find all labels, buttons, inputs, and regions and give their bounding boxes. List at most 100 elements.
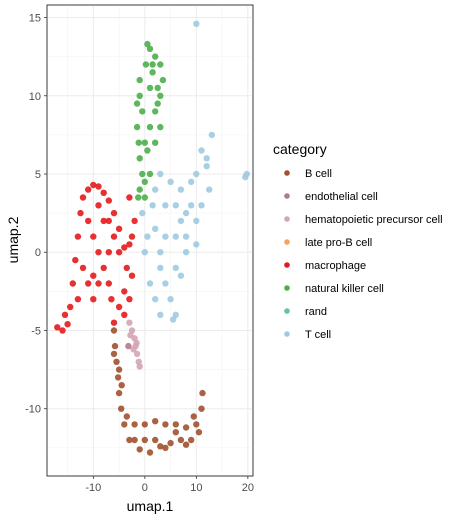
point-macrophage: [115, 303, 123, 311]
point-macrophage: [74, 296, 82, 303]
point-macrophage: [95, 249, 102, 256]
point-t-cell: [243, 170, 250, 178]
point-b-cell: [111, 342, 119, 350]
point-t-cell: [182, 233, 190, 240]
point-macrophage: [121, 288, 128, 295]
legend-key-endothelial-cell: [284, 193, 290, 199]
point-b-cell: [110, 327, 118, 334]
point-macrophage: [115, 249, 123, 256]
point-macrophage: [110, 233, 118, 240]
point-macrophage: [105, 217, 113, 225]
point-macrophage: [100, 264, 107, 272]
point-natural-killer-cell: [141, 194, 148, 201]
y-tick-label: 15: [29, 13, 41, 25]
point-t-cell: [188, 202, 195, 209]
point-natural-killer-cell: [141, 139, 148, 146]
point-macrophage: [110, 209, 118, 217]
point-natural-killer-cell: [146, 84, 154, 92]
point-t-cell: [198, 202, 205, 209]
point-t-cell: [141, 249, 148, 256]
legend-key-b-cell: [284, 170, 290, 176]
point-macrophage: [67, 303, 74, 311]
legend-label-late-pro-b-cell: late pro-B cell: [305, 237, 372, 249]
point-macrophage: [77, 209, 84, 217]
legend-key-macrophage: [284, 262, 290, 268]
point-macrophage: [121, 311, 128, 318]
point-natural-killer-cell: [154, 100, 161, 107]
point-t-cell: [203, 163, 210, 170]
point-macrophage: [59, 327, 66, 334]
y-tick-label: 10: [29, 91, 41, 103]
point-natural-killer-cell: [154, 84, 161, 92]
point-natural-killer-cell: [159, 76, 167, 84]
point-macrophage: [90, 296, 97, 303]
point-macrophage: [72, 256, 79, 264]
point-b-cell: [193, 421, 200, 428]
point-t-cell: [170, 316, 177, 323]
point-b-cell: [126, 436, 133, 444]
point-b-cell: [182, 441, 190, 448]
point-macrophage: [90, 272, 97, 279]
point-t-cell: [198, 147, 205, 154]
point-macrophage: [105, 197, 113, 204]
point-macrophage: [90, 233, 97, 240]
point-macrophage: [105, 280, 113, 287]
point-natural-killer-cell: [149, 69, 156, 76]
point-b-cell: [162, 421, 169, 428]
point-macrophage: [126, 296, 133, 303]
x-axis-ticks: -10 0 10 20: [85, 476, 254, 494]
x-tick-label: -10: [85, 482, 101, 494]
point-b-cell: [172, 421, 179, 428]
point-macrophage: [131, 217, 138, 225]
point-natural-killer-cell: [139, 108, 146, 115]
point-b-cell: [195, 429, 203, 436]
point-b-cell: [131, 436, 138, 444]
legend-key-natural-killer-cell: [284, 285, 290, 291]
point-t-cell: [172, 202, 179, 209]
point-t-cell: [162, 202, 169, 209]
point-b-cell: [157, 443, 164, 450]
point-t-cell: [139, 209, 146, 217]
point-b-cell: [118, 382, 125, 389]
point-hematopoietic-precursor-cell: [130, 346, 137, 353]
point-natural-killer-cell: [133, 100, 141, 107]
point-t-cell: [167, 296, 174, 303]
point-natural-killer-cell: [146, 170, 154, 178]
point-t-cell: [188, 178, 195, 185]
point-t-cell: [144, 233, 151, 240]
point-macrophage: [61, 311, 69, 318]
point-b-cell: [118, 405, 125, 412]
point-macrophage: [105, 249, 113, 256]
legend-label-t-cell: T cell: [305, 329, 331, 341]
legend-key-t-cell: [284, 331, 290, 337]
point-macrophage: [74, 233, 82, 240]
point-b-cell: [131, 421, 138, 428]
point-natural-killer-cell: [157, 92, 164, 100]
point-macrophage: [100, 217, 107, 225]
point-t-cell: [157, 170, 164, 178]
point-t-cell: [177, 186, 185, 193]
major-gridlines: [47, 5, 253, 476]
legend: category B cell endothelial cell hematopoi…: [273, 141, 443, 341]
point-macrophage: [121, 244, 128, 251]
legend-key-hematopoietic-precursor-cell: [284, 216, 290, 222]
point-macrophage: [64, 321, 71, 328]
point-macrophage: [90, 181, 97, 189]
point-macrophage: [54, 324, 61, 331]
y-tick-label: -10: [25, 404, 41, 416]
point-natural-killer-cell: [133, 123, 141, 131]
point-b-cell: [141, 436, 148, 444]
x-tick-label: 10: [190, 482, 202, 494]
point-t-cell: [172, 264, 179, 272]
point-hematopoietic-precursor-cell: [133, 350, 141, 358]
point-natural-killer-cell: [152, 139, 159, 146]
point-t-cell: [146, 280, 154, 287]
point-b-cell: [114, 374, 122, 381]
minor-gridlines: [47, 5, 253, 476]
point-t-cell: [177, 272, 185, 279]
point-macrophage: [95, 202, 102, 209]
point-t-cell: [206, 186, 213, 193]
legend-title: category: [273, 141, 327, 157]
point-t-cell: [193, 241, 200, 248]
point-t-cell: [193, 20, 200, 27]
